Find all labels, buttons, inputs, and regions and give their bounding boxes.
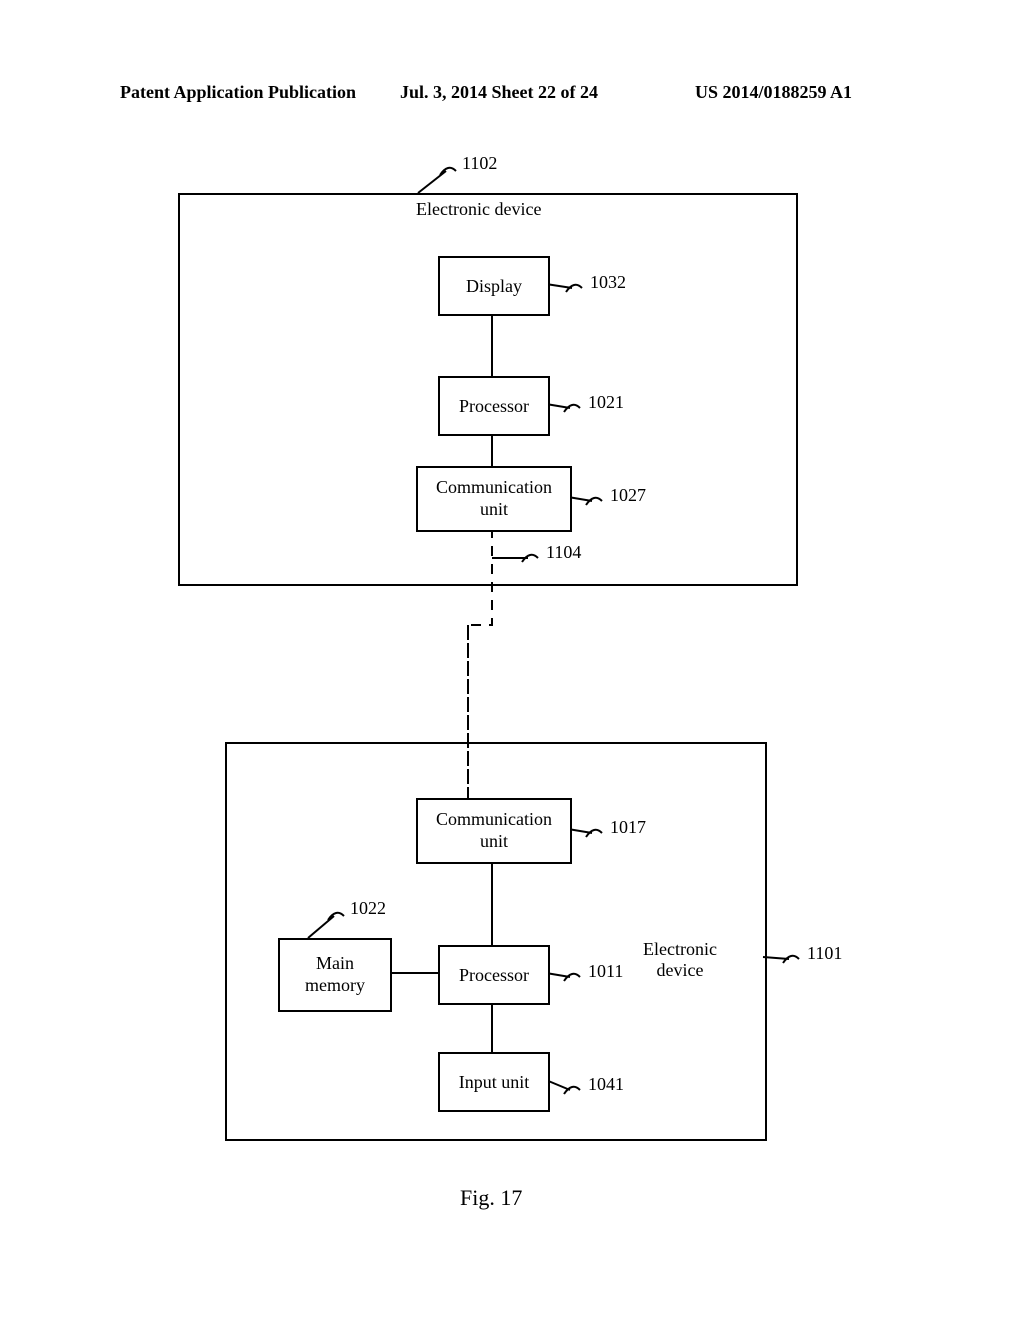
top-device-title: Electronic device bbox=[416, 199, 541, 220]
ref-1027: 1027 bbox=[610, 485, 646, 506]
display-label: Display bbox=[466, 276, 522, 297]
comm-unit-bottom-box: Communicationunit bbox=[416, 798, 572, 864]
input-unit-label: Input unit bbox=[459, 1072, 530, 1093]
comm-unit-top-box: Communicationunit bbox=[416, 466, 572, 532]
comm-unit-top-label: Communicationunit bbox=[436, 477, 552, 520]
ref-1022: 1022 bbox=[350, 898, 386, 919]
bottom-device-title: Electronicdevice bbox=[643, 939, 717, 981]
ref-1021: 1021 bbox=[588, 392, 624, 413]
figure-diagram: Electronic device Electronicdevice Displ… bbox=[0, 0, 1024, 1320]
processor-top-label: Processor bbox=[459, 396, 529, 417]
ref-1017: 1017 bbox=[610, 817, 646, 838]
input-unit-box: Input unit bbox=[438, 1052, 550, 1112]
ref-1101: 1101 bbox=[807, 943, 842, 964]
ref-1104: 1104 bbox=[546, 542, 581, 563]
ref-1102: 1102 bbox=[462, 153, 497, 174]
ref-1041: 1041 bbox=[588, 1074, 624, 1095]
display-box: Display bbox=[438, 256, 550, 316]
processor-top-box: Processor bbox=[438, 376, 550, 436]
comm-unit-bottom-label: Communicationunit bbox=[436, 809, 552, 852]
figure-caption: Fig. 17 bbox=[460, 1185, 522, 1211]
main-memory-label: Mainmemory bbox=[305, 953, 365, 996]
processor-bottom-label: Processor bbox=[459, 965, 529, 986]
main-memory-box: Mainmemory bbox=[278, 938, 392, 1012]
ref-1011: 1011 bbox=[588, 961, 623, 982]
processor-bottom-box: Processor bbox=[438, 945, 550, 1005]
ref-1032: 1032 bbox=[590, 272, 626, 293]
page: Patent Application Publication Jul. 3, 2… bbox=[0, 0, 1024, 1320]
